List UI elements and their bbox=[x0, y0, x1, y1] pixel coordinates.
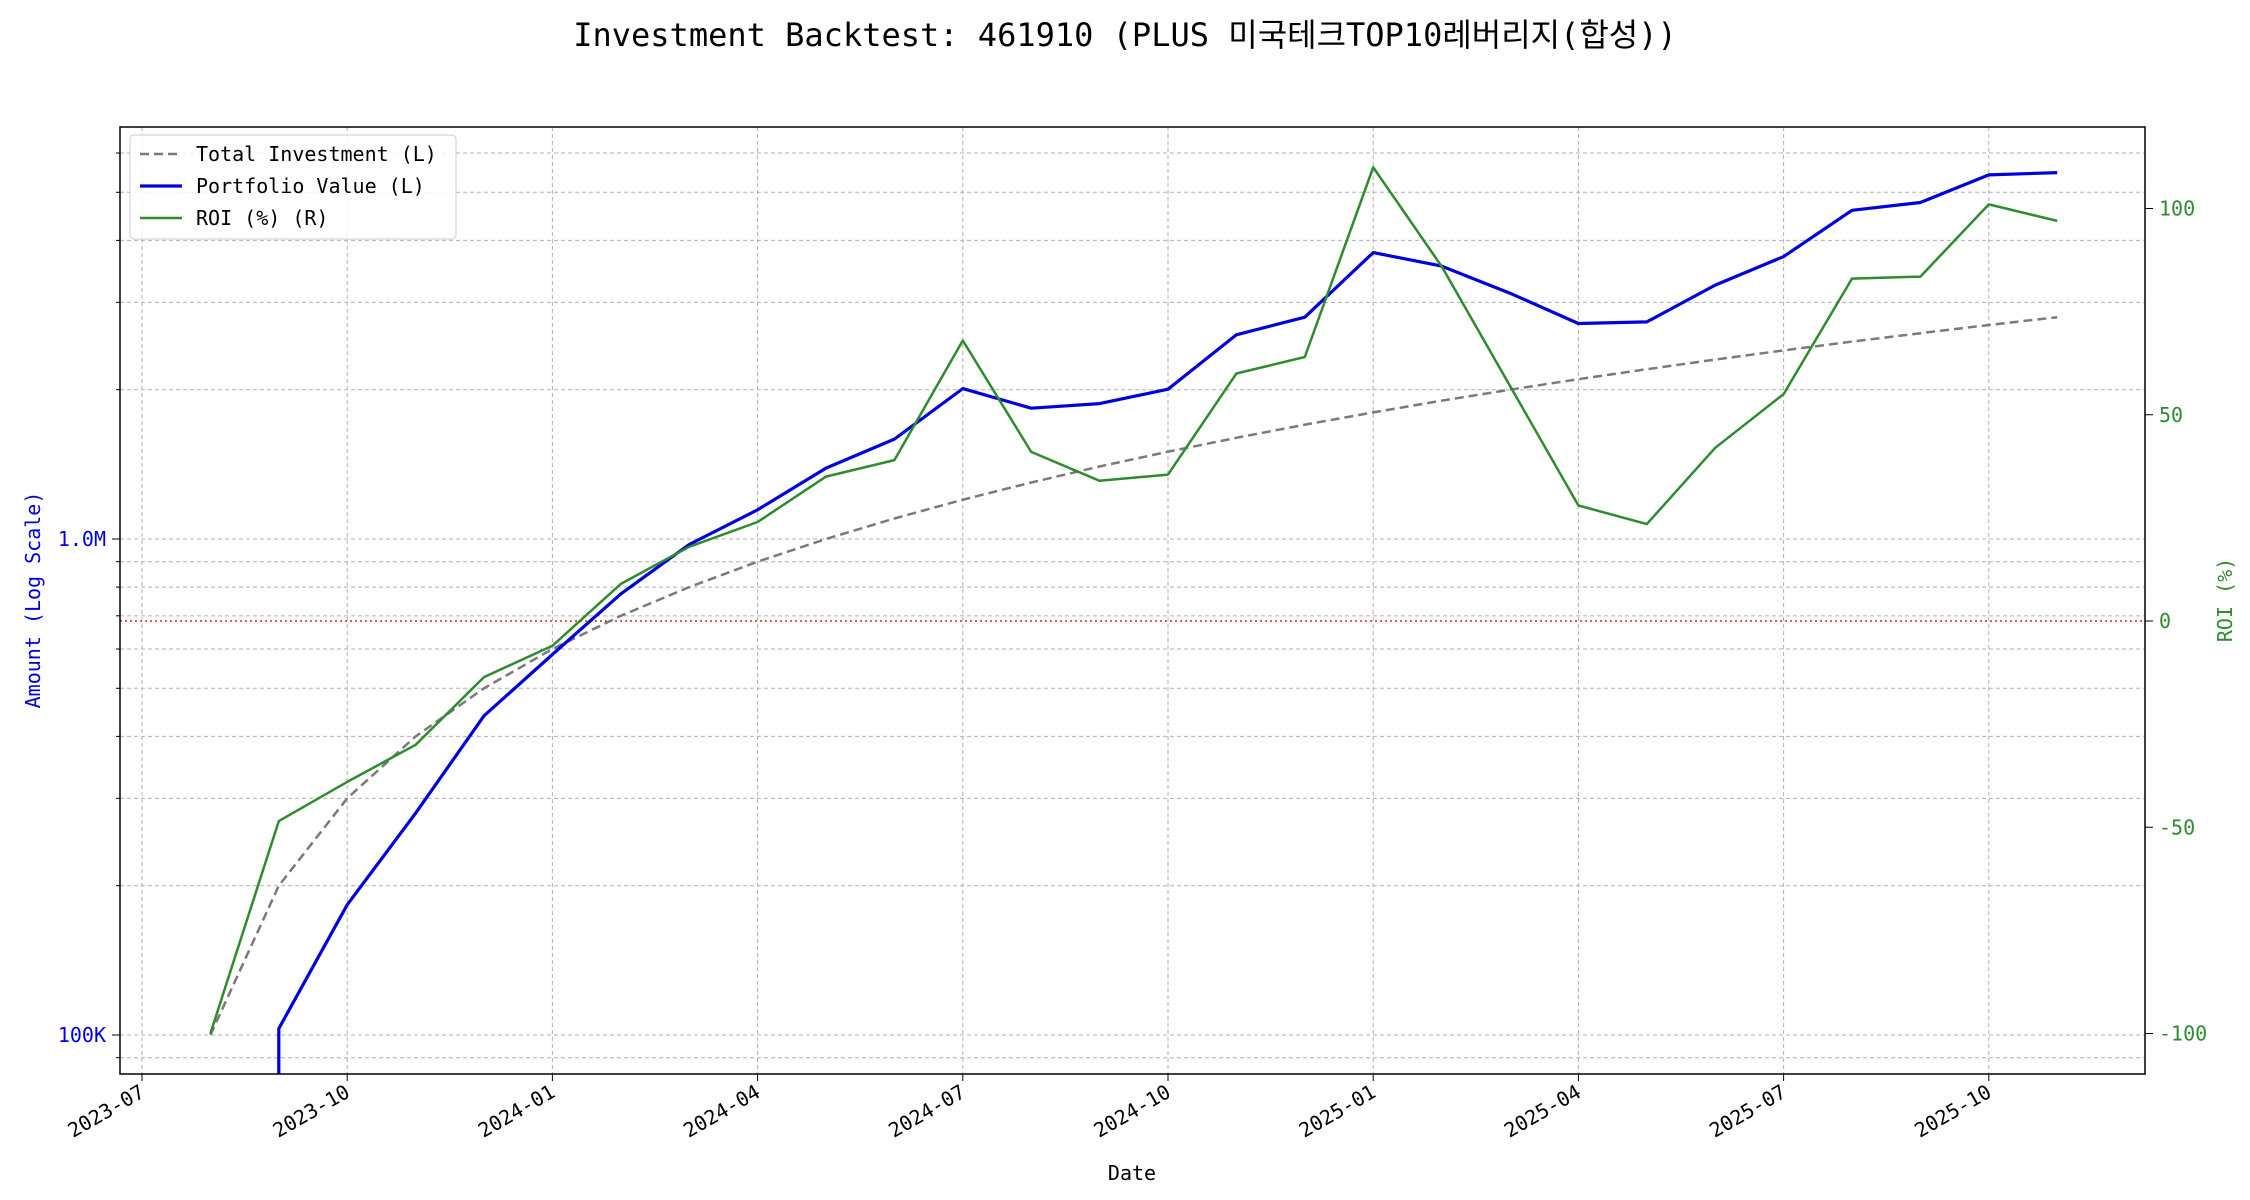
chart-title: Investment Backtest: 461910 (PLUS 미국테크TO… bbox=[573, 16, 1677, 54]
x-tick-label: 2024-07 bbox=[884, 1080, 969, 1143]
x-tick-label: 2023-10 bbox=[269, 1080, 354, 1143]
right-tick-label: -100 bbox=[2159, 1022, 2207, 1046]
plot-frame bbox=[119, 126, 2146, 1075]
x-tick-label: 2025-01 bbox=[1295, 1080, 1380, 1143]
legend-box bbox=[129, 134, 457, 240]
series-line-1 bbox=[277, 171, 2058, 1074]
right-tick-label: 0 bbox=[2159, 609, 2171, 633]
x-axis-label: Date bbox=[1108, 1161, 1156, 1185]
right-axis-ticks: -100 -50 0 50 100 bbox=[2145, 197, 2207, 1046]
legend: Total Investment (L) Portfolio Value (L) R… bbox=[129, 134, 457, 240]
left-axis-label: Amount (Log Scale) bbox=[21, 492, 45, 709]
right-tick-label: -50 bbox=[2159, 815, 2195, 839]
right-tick-label: 100 bbox=[2159, 197, 2195, 221]
legend-label: Portfolio Value (L) bbox=[196, 174, 425, 198]
legend-label: Total Investment (L) bbox=[196, 142, 437, 166]
left-tick-label: 1.0M bbox=[58, 527, 106, 551]
x-tick-label: 2025-07 bbox=[1705, 1080, 1790, 1143]
right-tick-label: 50 bbox=[2159, 403, 2183, 427]
x-tick-label: 2024-10 bbox=[1089, 1080, 1174, 1143]
x-tick-label: 2024-04 bbox=[679, 1080, 764, 1143]
x-axis-ticks: 2023-07 2023-10 2024-01 2024-04 2024-07 2024-… bbox=[63, 1074, 1995, 1142]
series bbox=[209, 166, 2058, 1074]
left-tick-label: 100K bbox=[58, 1023, 106, 1047]
grid bbox=[112, 127, 2145, 1074]
series-line-0 bbox=[209, 315, 2058, 1036]
series-line-2 bbox=[209, 166, 2058, 1034]
x-tick-label: 2025-10 bbox=[1910, 1080, 1995, 1143]
x-tick-label: 2025-04 bbox=[1500, 1080, 1585, 1143]
x-tick-label: 2024-01 bbox=[474, 1080, 559, 1143]
x-tick-label: 2023-07 bbox=[63, 1080, 148, 1143]
right-axis-label: ROI (%) bbox=[2213, 558, 2237, 642]
left-axis-ticks: 100K 1.0M bbox=[58, 527, 106, 1047]
legend-label: ROI (%) (R) bbox=[196, 206, 328, 230]
